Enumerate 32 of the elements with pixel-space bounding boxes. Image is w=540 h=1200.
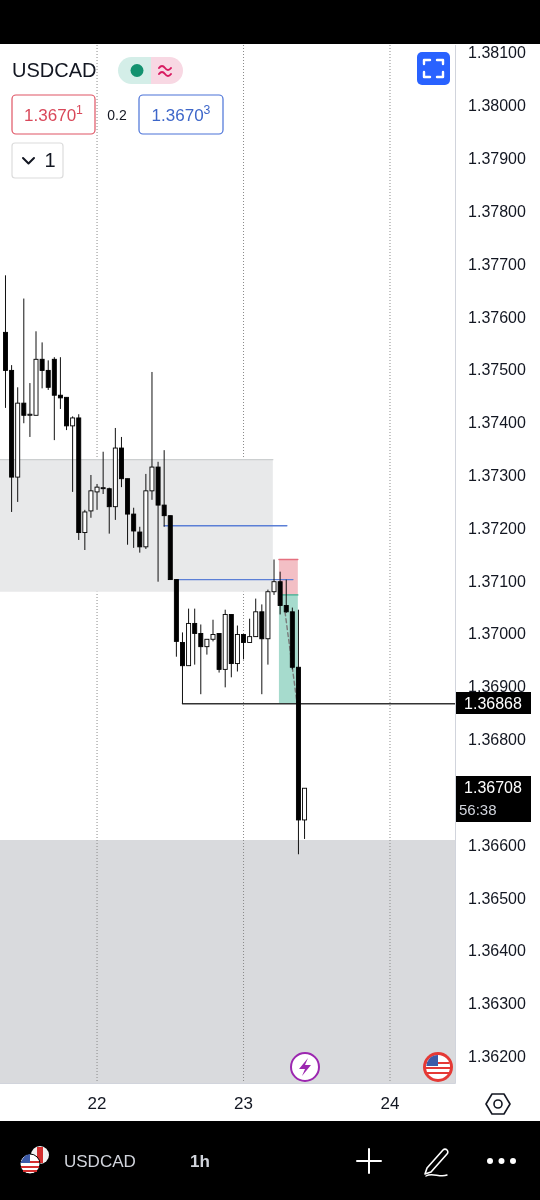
y-tick-label: 1.36500	[468, 889, 527, 907]
x-tick-label: 22	[87, 1094, 107, 1113]
y-tick-label: 1.36800	[468, 731, 527, 749]
y-tick-label: 1.36300	[468, 995, 527, 1013]
text: 1.36868	[464, 695, 523, 712]
annotation: 1.3670$^{1}$	[24, 103, 84, 125]
annotation: 1.3670$^{3}$	[151, 103, 211, 125]
y-tick-label: 1.38100	[468, 44, 527, 62]
text: 56:38	[459, 801, 497, 818]
y-tick-label: 1.37200	[468, 519, 527, 537]
y-tick-label: 1.37800	[468, 202, 527, 220]
text: 1h	[190, 1152, 210, 1171]
y-tick-label: 1.36900	[468, 678, 527, 696]
annotation: 1	[44, 149, 56, 171]
y-tick-label: 1.37300	[468, 467, 527, 485]
x-tick-label: 23	[234, 1094, 253, 1113]
y-tick-label: 1.36200	[468, 1048, 527, 1066]
x-tick-label: 24	[380, 1094, 400, 1113]
text: 1.36708	[464, 779, 523, 796]
y-tick-label: 1.36400	[468, 942, 527, 960]
y-tick-label: 1.36600	[468, 836, 527, 854]
y-tick-label: 1.37400	[468, 414, 527, 432]
y-tick-label: 1.38000	[468, 97, 527, 115]
y-tick-label: 1.37500	[468, 361, 527, 379]
y-tick-label: 1.37100	[468, 572, 527, 590]
y-tick-label: 1.37600	[468, 308, 527, 326]
y-tick-label: 1.37000	[468, 625, 527, 643]
text: USDCAD	[12, 59, 97, 81]
annotation: 0.2	[107, 107, 127, 123]
y-tick-label: 1.37900	[468, 150, 527, 168]
text: USDCAD	[64, 1152, 136, 1171]
y-tick-label: 1.37700	[468, 255, 527, 273]
